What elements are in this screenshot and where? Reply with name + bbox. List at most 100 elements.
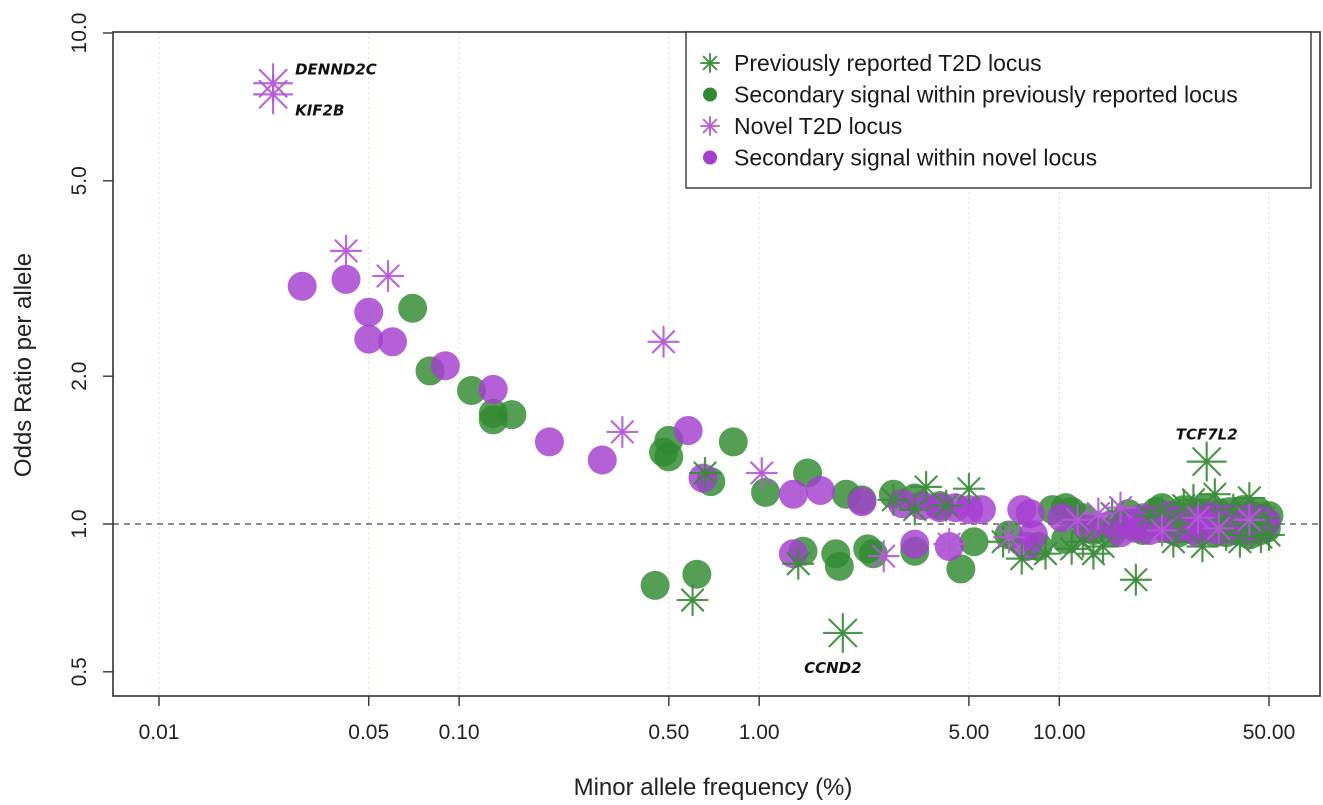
circle-point <box>751 477 781 507</box>
circle-point <box>398 293 428 323</box>
circle-point <box>287 271 317 301</box>
asterisk-stroke <box>828 618 858 648</box>
circle-point <box>354 297 384 327</box>
asterisk-point <box>745 456 778 490</box>
asterisk-point <box>1077 537 1110 570</box>
series-novel-t2d-locus <box>252 63 1266 573</box>
asterisk-stroke <box>702 55 718 71</box>
asterisk-point <box>1181 501 1215 534</box>
circle-point <box>946 554 976 584</box>
circle-point <box>682 559 712 589</box>
asterisk-stroke <box>1221 497 1245 522</box>
asterisk-point <box>1133 499 1166 532</box>
circle-point <box>805 476 835 506</box>
x-tick-label: 5.00 <box>948 721 989 744</box>
x-axis: 0.01 0.05 0.10 0.50 1.00 5.00 10.00 50.00 <box>139 696 1296 744</box>
asterisk-point <box>1186 441 1227 482</box>
asterisk-point <box>676 583 709 617</box>
data-marks <box>252 63 1286 654</box>
y-axis-title: Odds Ratio per allele <box>10 253 37 477</box>
asterisk-stroke <box>334 239 358 263</box>
asterisk-point <box>1087 530 1120 563</box>
asterisk-point <box>1252 518 1286 552</box>
x-tick-label: 0.10 <box>439 721 480 744</box>
asterisk-point <box>371 259 405 293</box>
circle-point <box>718 427 748 457</box>
asterisk-stroke <box>786 552 810 576</box>
asterisk-stroke <box>914 475 938 499</box>
asterisk-stroke <box>1033 541 1058 566</box>
asterisk-stroke <box>1108 495 1133 520</box>
asterisk-stroke <box>1010 546 1034 571</box>
asterisk-stroke <box>937 532 961 556</box>
legend-entry-label: Previously reported T2D locus <box>734 50 1042 76</box>
asterisk-stroke <box>957 476 981 501</box>
legend-circle-swatch <box>703 150 717 165</box>
asterisk-stroke <box>702 118 718 134</box>
asterisk-point <box>898 493 931 526</box>
asterisk-point <box>1082 497 1115 530</box>
circle-point <box>354 324 384 354</box>
circle-point <box>587 445 617 475</box>
asterisk-point <box>606 415 639 449</box>
y-tick-label: 5.0 <box>68 166 91 195</box>
legend-entry-label: Novel T2D locus <box>734 113 902 139</box>
x-tick-label: 0.05 <box>348 721 389 744</box>
asterisk-stroke <box>1237 486 1262 510</box>
asterisk-stroke <box>258 79 288 109</box>
asterisk-point <box>1061 503 1094 536</box>
asterisk-point <box>822 612 863 654</box>
asterisk-stroke <box>1137 503 1162 528</box>
asterisk-stroke <box>1186 505 1210 530</box>
asterisk-stroke <box>1203 482 1227 506</box>
asterisk-stroke <box>1124 568 1148 592</box>
asterisk-stroke <box>1237 508 1262 532</box>
asterisk-point <box>1233 481 1266 515</box>
asterisk-point <box>1145 514 1179 547</box>
circle-point <box>1073 513 1103 543</box>
asterisk-point <box>1104 491 1137 524</box>
asterisk-point <box>329 234 363 267</box>
asterisk-point <box>1119 563 1152 596</box>
asterisk-stroke <box>1251 505 1276 530</box>
x-tick-label: 0.50 <box>648 721 689 744</box>
circle-point <box>478 374 508 404</box>
asterisk-point <box>1217 493 1250 526</box>
asterisk-stroke <box>1091 534 1115 559</box>
asterisk-stroke <box>750 461 774 485</box>
annotation-label: CCND2 <box>804 659 861 677</box>
circle-point <box>534 427 564 457</box>
x-tick-label: 50.00 <box>1243 721 1296 744</box>
circle-point <box>654 442 684 472</box>
series-secondary-signal-within-previously-reported-locus <box>398 293 1284 600</box>
asterisk-stroke <box>871 544 896 568</box>
asterisk-stroke <box>651 330 676 354</box>
legend-entry-label: Secondary signal within novel locus <box>734 145 1097 171</box>
circle-point <box>847 487 877 517</box>
circle-point <box>778 479 808 509</box>
asterisk-stroke <box>1207 516 1231 541</box>
asterisk-stroke <box>680 588 705 612</box>
asterisk-point <box>1029 537 1062 570</box>
annotation-label: DENND2C <box>295 60 377 78</box>
annotations: DENND2C KIF2B TCF7L2 CCND2 <box>295 60 1238 677</box>
asterisk-point <box>252 74 294 115</box>
asterisk-point <box>867 540 900 573</box>
circle-point <box>959 527 989 557</box>
asterisk-stroke <box>881 488 906 512</box>
asterisk-point <box>1247 501 1280 534</box>
asterisk-point <box>992 521 1026 554</box>
circle-point <box>478 398 508 428</box>
legend-entry-label: Secondary signal within previously repor… <box>734 82 1238 108</box>
asterisk-stroke <box>934 493 958 518</box>
x-tick-label: 0.01 <box>139 721 180 744</box>
legend-circle-swatch <box>703 87 717 102</box>
asterisk-point <box>1233 503 1266 536</box>
asterisk-stroke <box>1192 447 1222 477</box>
y-tick-label: 2.0 <box>68 362 91 391</box>
asterisk-stroke <box>1190 534 1215 559</box>
asterisk-stroke <box>693 461 717 485</box>
asterisk-point <box>1202 512 1235 545</box>
asterisk-point <box>1145 495 1179 528</box>
